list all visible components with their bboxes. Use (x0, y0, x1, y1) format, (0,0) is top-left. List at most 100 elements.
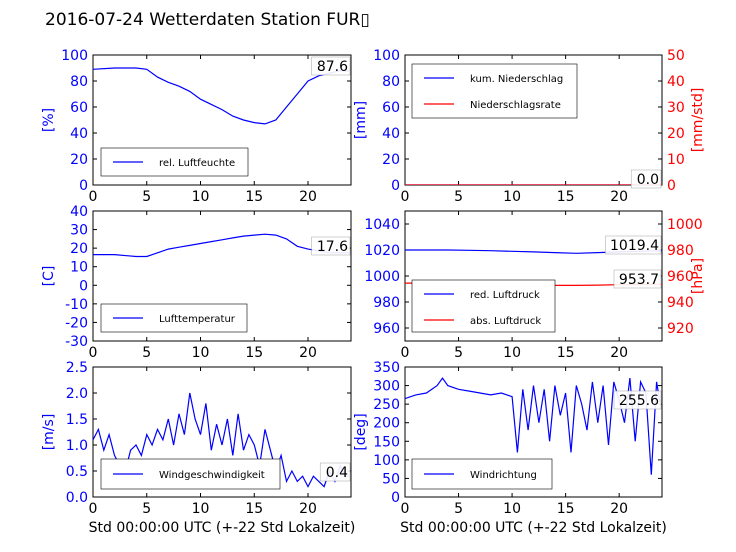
x-tick-label: 0 (401, 189, 410, 205)
value-annotation-box (311, 236, 351, 256)
y-axis-label: [C] (41, 266, 57, 287)
x-tick-label: 20 (299, 189, 317, 205)
y-axis-label: [deg] (353, 413, 369, 450)
y2-tick-label: 50 (667, 48, 685, 64)
y-tick-label: 50 (382, 471, 400, 487)
legend: Windrichtung (411, 458, 553, 490)
axes-frame (404, 366, 663, 498)
legend: kum. Niederschlag Niederschlagsrate (411, 63, 578, 119)
value-annotation-left: 1019.4 (610, 238, 659, 254)
y2-axis-label: [hPa] (690, 258, 706, 294)
x-tick-label: 0 (89, 501, 98, 517)
y-tick-label: 0 (391, 178, 400, 194)
x-tick-label: 5 (454, 189, 463, 205)
y-tick-label: 2.0 (66, 386, 88, 402)
y2-axis-label: [mm/std] (690, 88, 706, 153)
y-tick-label: 80 (382, 74, 400, 90)
x-tick-label: 10 (503, 345, 521, 361)
y-tick-label: 350 (373, 360, 400, 376)
x-tick-label: 0 (401, 345, 410, 361)
legend-label: abs. Luftdruck (470, 316, 541, 327)
y-tick-label: 960 (373, 321, 400, 337)
y2-tick-label: 940 (667, 295, 694, 311)
value-annotation: 17.6 (317, 239, 348, 255)
value-annotation: 0.4 (326, 465, 348, 481)
x-tick-label: 10 (503, 501, 521, 517)
y-tick-label: 10 (70, 260, 88, 276)
x-tick-label: 5 (142, 189, 151, 205)
value-annotation-box (311, 56, 351, 76)
y-tick-label: 40 (70, 126, 88, 142)
y-tick-label: 0 (391, 490, 400, 506)
x-tick-label: 10 (503, 189, 521, 205)
y-tick-label: -10 (65, 297, 88, 313)
y-tick-label: 20 (382, 152, 400, 168)
legend-label: Niederschlagsrate (470, 100, 561, 111)
x-tick-label: 15 (245, 189, 263, 205)
legend-label: Windgeschwindigkeit (159, 470, 265, 481)
y-tick-label: 1.0 (66, 438, 88, 454)
y2-tick-label: 20 (667, 126, 685, 142)
panel-temperature: 0 5 10 15 20 -30 -20 -10 0 10 20 30 40 [C] Lufttempera… (41, 204, 352, 361)
y2-tick-label: 960 (667, 269, 694, 285)
y-tick-label: 0 (79, 178, 88, 194)
x-axis-label: Std 00:00:00 UTC (+-22 Std Lokalzeit) (89, 520, 356, 536)
y-tick-label: 100 (373, 48, 400, 64)
y-tick-label: 2.5 (66, 360, 88, 376)
x-tick-label: 20 (610, 189, 628, 205)
y-tick-label: 1020 (364, 243, 400, 259)
legend-label: Lufttemperatur (159, 314, 236, 325)
x-tick-label: 20 (610, 501, 628, 517)
x-tick-label: 15 (557, 501, 575, 517)
y-axis-label: [mm] (353, 101, 369, 139)
legend-label: kum. Niederschlag (470, 74, 563, 85)
y2-tick-label: 980 (667, 243, 694, 259)
figure-title: 2016-07-24 Wetterdaten Station FUR▯ (45, 10, 370, 30)
y-tick-label: 150 (373, 434, 400, 450)
y-tick-label: 0.0 (66, 490, 88, 506)
x-tick-label: 10 (192, 345, 210, 361)
x-tick-label: 20 (610, 345, 628, 361)
x-tick-label: 15 (245, 345, 263, 361)
panel-wind_speed: 0 5 10 15 20 0.0 0.5 1.0 1.5 2.0 2.5 [m/s] Std 00:00… (41, 360, 355, 536)
y-tick-label: 40 (382, 126, 400, 142)
x-tick-label: 15 (245, 501, 263, 517)
value-annotation-right: 953.7 (619, 272, 659, 288)
x-tick-label: 0 (401, 501, 410, 517)
y2-tick-label: 920 (667, 321, 694, 337)
series-line-rel-luftfeuchte (93, 67, 349, 125)
series-line-windgeschwindigkeit (93, 392, 349, 488)
y-tick-label: 980 (373, 295, 400, 311)
y-tick-label: 0 (79, 278, 88, 294)
value-annotation: 87.6 (317, 59, 348, 75)
x-tick-label: 0 (89, 189, 98, 205)
y-tick-label: 250 (373, 397, 400, 413)
axes-frame (92, 54, 352, 186)
legend: red. Luftdruck abs. Luftdruck (411, 279, 556, 333)
panel-precipitation: 0 5 10 15 20 0 20 40 60 80 100 0 10 20 30 40 50 [mm] [mm/s… (353, 48, 706, 205)
y2-tick-label: 0 (667, 178, 676, 194)
y-tick-label: 80 (70, 74, 88, 90)
axes-frame (92, 366, 352, 498)
legend-label: rel. Luftfeuchte (159, 158, 235, 169)
y2-tick-label: 40 (667, 74, 685, 90)
legend-label: red. Luftdruck (470, 290, 540, 301)
y2-tick-label: 1000 (667, 217, 703, 233)
y-tick-label: 20 (70, 152, 88, 168)
x-tick-label: 5 (142, 501, 151, 517)
legend-box (411, 63, 578, 119)
y2-tick-label: 30 (667, 100, 685, 116)
x-tick-label: 0 (89, 345, 98, 361)
y-tick-label: 40 (70, 204, 88, 220)
x-tick-label: 5 (142, 345, 151, 361)
value-annotation: 255.6 (619, 393, 659, 409)
y-tick-label: 1000 (364, 269, 400, 285)
y-tick-label: 100 (61, 48, 88, 64)
legend: Windgeschwindigkeit (100, 458, 281, 490)
y-tick-label: -30 (65, 334, 88, 350)
y-tick-label: 200 (373, 416, 400, 432)
x-tick-label: 10 (192, 501, 210, 517)
y-tick-label: 1.5 (66, 412, 88, 428)
